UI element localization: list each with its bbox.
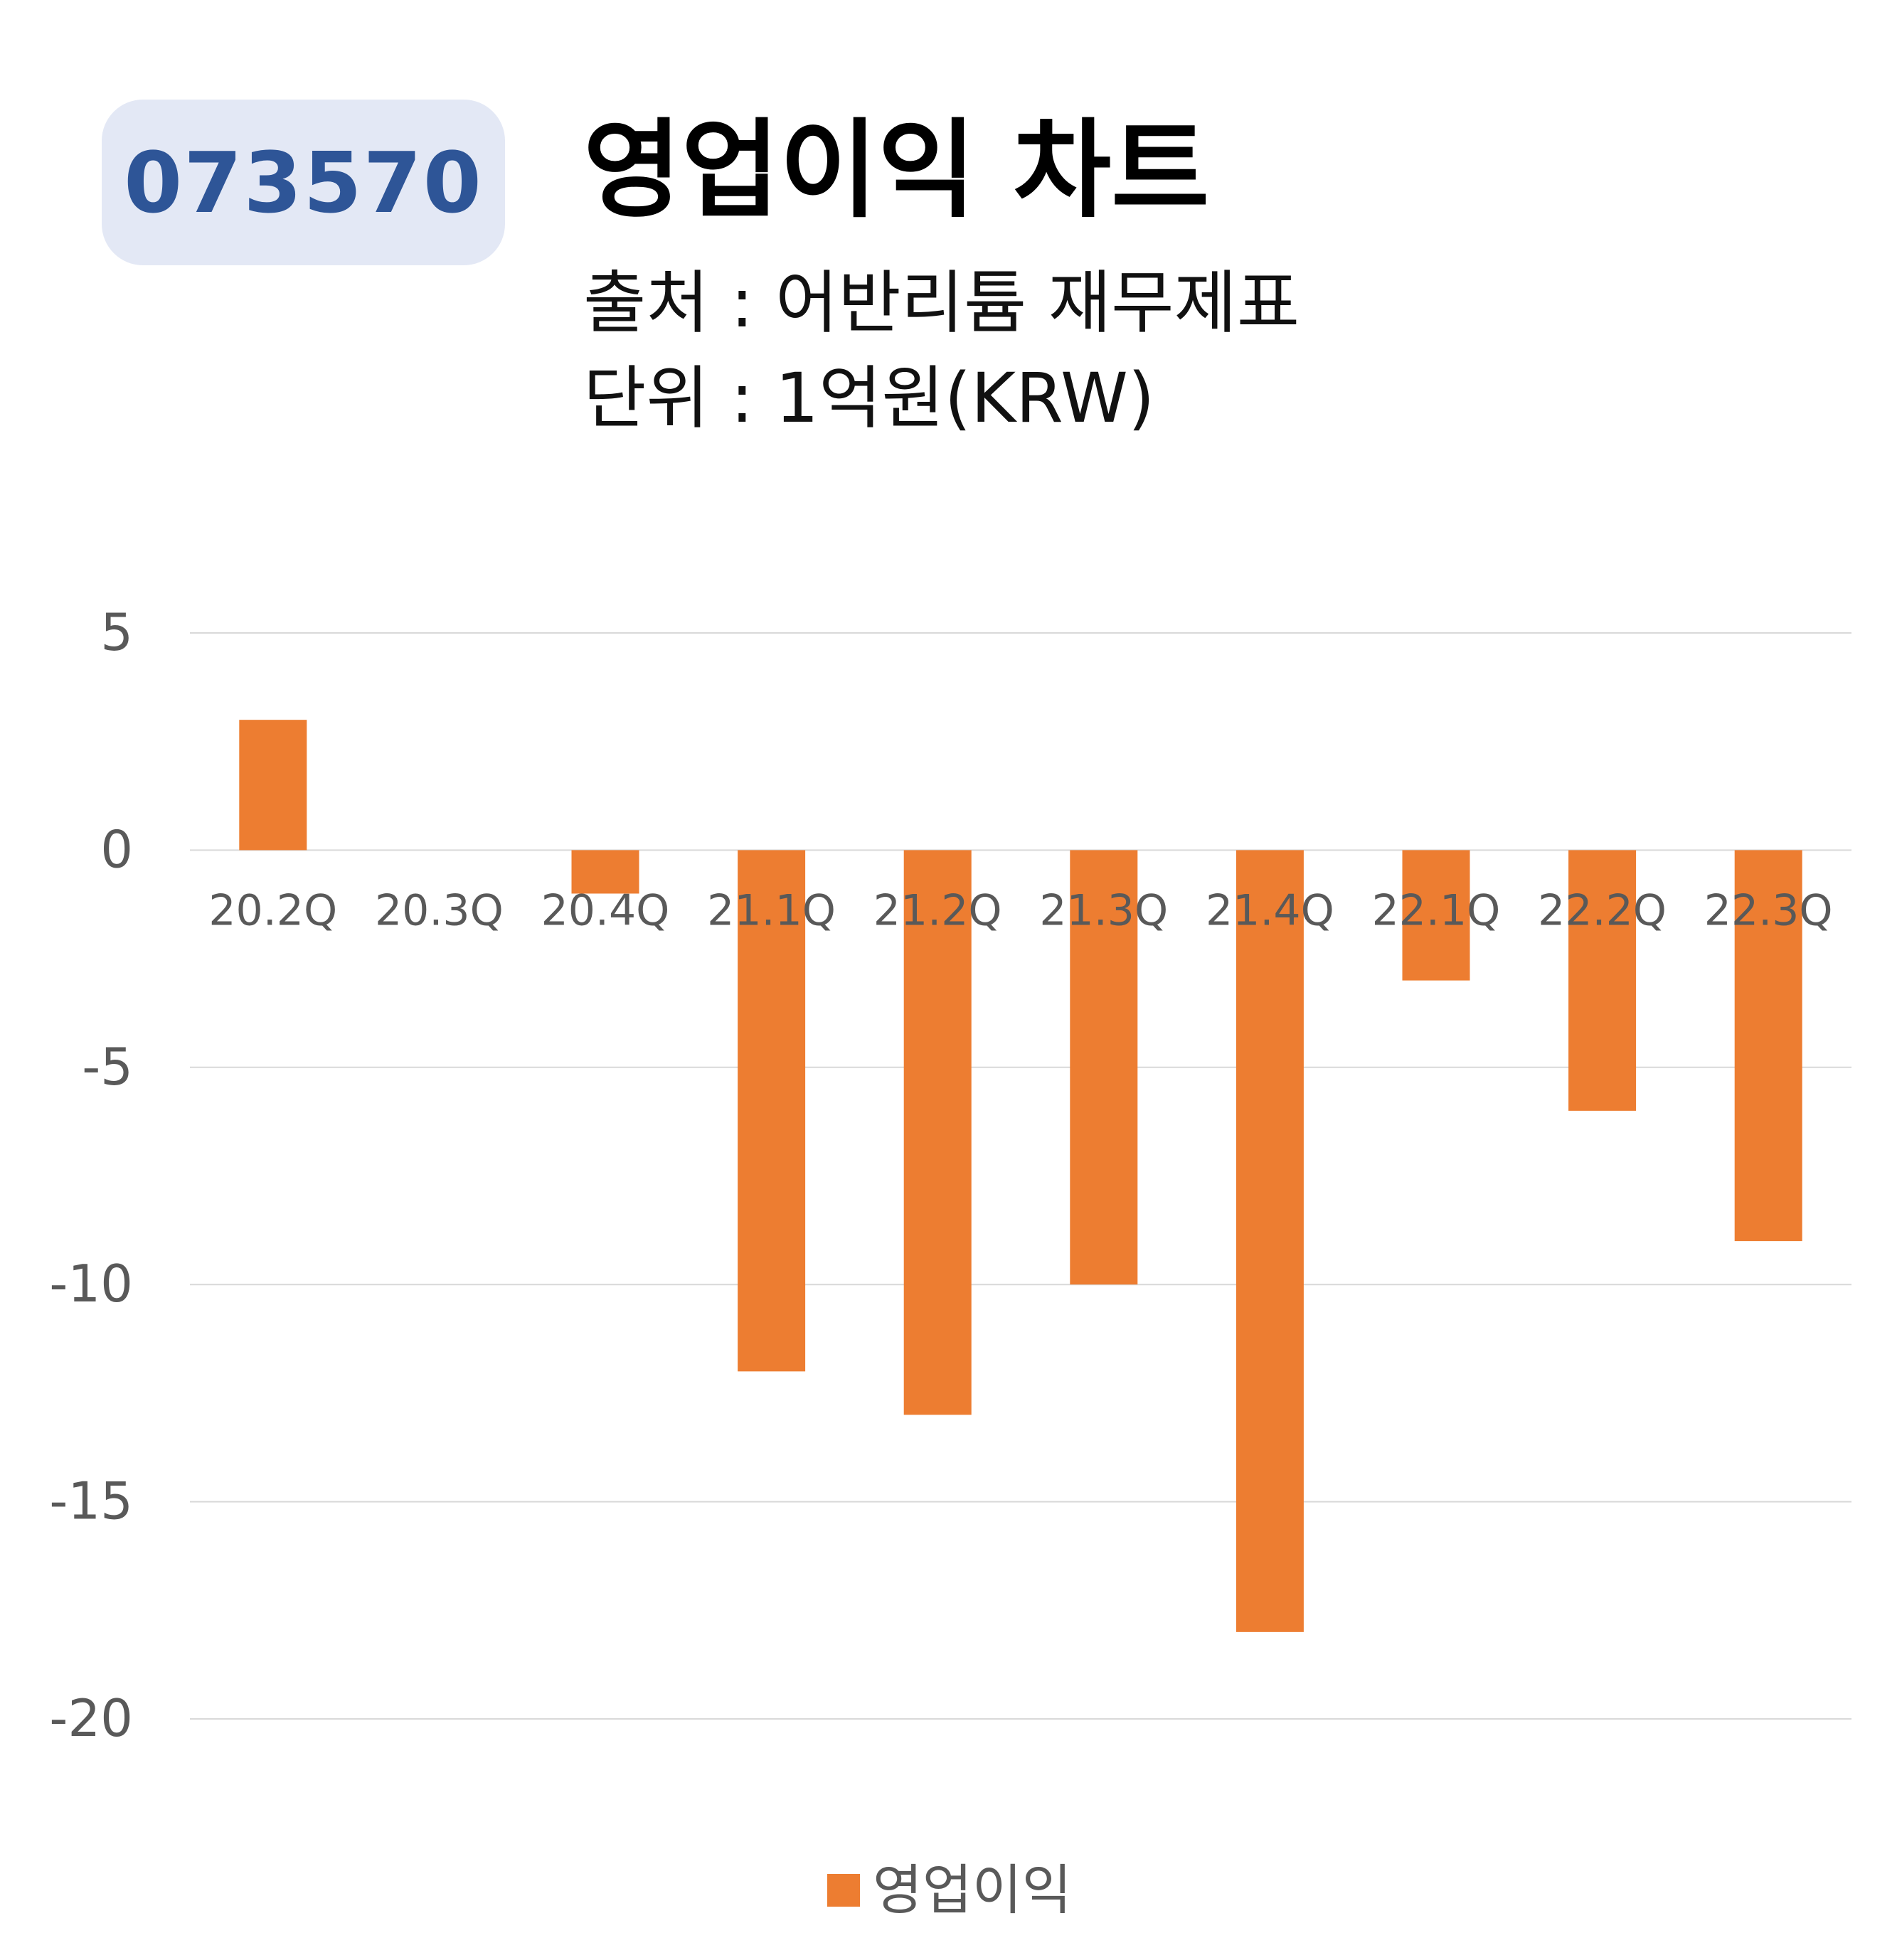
bar-22.1Q xyxy=(1402,850,1470,981)
bar-20.4Q xyxy=(571,850,639,894)
bar-21.1Q xyxy=(738,850,806,1372)
x-tick-labels: 20.2Q 20.3Q 20.4Q 21.1Q 21.2Q 21.3Q 21.4Q 22.1Q… xyxy=(208,885,1832,935)
legend-label: 영업이익 xyxy=(873,1858,1072,1922)
x-tick-label: 22.2Q xyxy=(1538,885,1667,935)
x-tick-label: 20.4Q xyxy=(541,885,670,935)
y-tick-labels: 5 0 -5 -10 -15 -20 xyxy=(49,602,133,1748)
bar-21.2Q xyxy=(903,850,972,1415)
y-tick-label: 5 xyxy=(100,602,133,662)
x-tick-label: 21.1Q xyxy=(707,885,836,935)
x-tick-label: 20.3Q xyxy=(375,885,504,935)
y-tick-label: -15 xyxy=(49,1471,133,1531)
source-note: 출처 : 어반리튬 재무제표 xyxy=(583,263,1300,343)
y-tick-label: -5 xyxy=(82,1037,133,1097)
bar-20.2Q xyxy=(239,720,307,851)
x-tick-label: 21.3Q xyxy=(1039,885,1168,935)
bar-22.3Q xyxy=(1734,850,1802,1242)
x-tick-label: 20.2Q xyxy=(208,885,337,935)
legend-swatch xyxy=(827,1874,860,1907)
stock-code-badge: 073570 xyxy=(102,100,505,265)
bars xyxy=(239,720,1802,1632)
x-tick-label: 22.1Q xyxy=(1372,885,1501,935)
y-tick-label: -20 xyxy=(49,1688,133,1748)
stock-code: 073570 xyxy=(124,133,483,232)
legend: 영업이익 xyxy=(827,1863,1072,1917)
y-tick-label: -10 xyxy=(49,1254,133,1314)
bar-22.2Q xyxy=(1568,850,1637,1111)
gridlines xyxy=(190,632,1851,1720)
y-tick-label: 0 xyxy=(100,819,133,879)
x-tick-label: 21.4Q xyxy=(1206,885,1334,935)
bar-21.4Q xyxy=(1236,850,1304,1632)
x-tick-label: 21.2Q xyxy=(873,885,1002,935)
bar-21.3Q xyxy=(1070,850,1138,1285)
unit-note: 단위 : 1억원(KRW) xyxy=(583,358,1155,438)
chart-title: 영업이익 차트 xyxy=(583,109,1210,233)
x-tick-label: 22.3Q xyxy=(1704,885,1833,935)
